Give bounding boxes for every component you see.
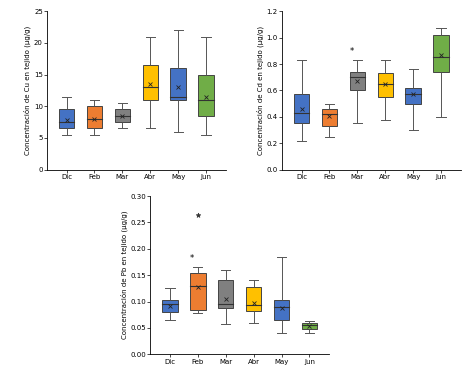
Bar [350,72,365,90]
Bar [406,88,421,104]
Text: *: * [350,47,354,56]
Bar [218,280,234,308]
Bar [142,65,158,100]
Bar [171,68,186,100]
Bar [322,109,337,126]
Bar [377,74,393,97]
Bar [294,94,309,124]
Bar [433,35,449,72]
Bar [302,323,317,329]
Bar [59,109,74,129]
Bar [87,106,102,129]
Bar [246,287,261,311]
Y-axis label: Concentración de Cd en tejido (µg/g): Concentración de Cd en tejido (µg/g) [256,26,264,155]
Bar [274,300,289,320]
Y-axis label: Concentración de Pb en tejido (µg/g): Concentración de Pb en tejido (µg/g) [120,211,128,339]
Bar [198,75,214,116]
Text: *: * [190,254,195,263]
Bar [115,109,130,122]
Y-axis label: Concentración de Cu en tejido (µg/g): Concentración de Cu en tejido (µg/g) [24,26,31,155]
Bar [190,273,205,310]
Bar [162,300,178,312]
